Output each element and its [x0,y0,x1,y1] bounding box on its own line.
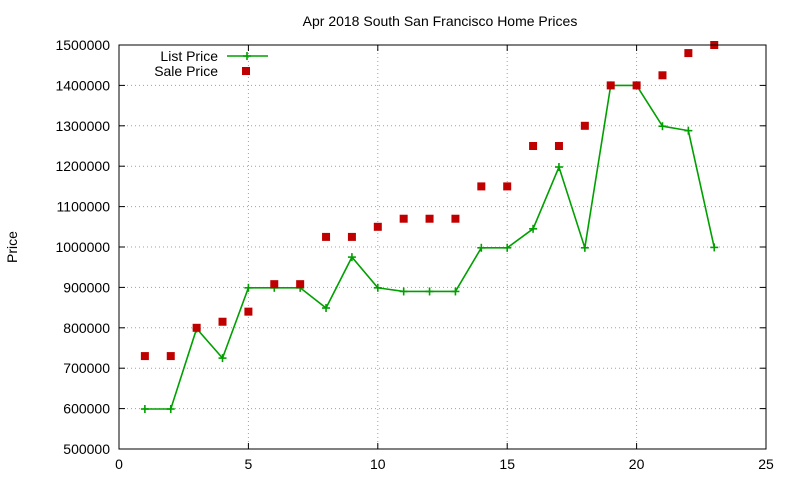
list-price-point [218,354,227,363]
sale-price-point [373,222,382,231]
list-price-point [477,243,486,252]
x-tick-label: 20 [629,456,645,472]
list-price-point [710,243,719,252]
list-price-point [399,287,408,296]
y-tick-label: 1100000 [57,199,111,215]
list-price-point [373,283,382,292]
sale-price-point [347,232,356,241]
sale-price-point [399,214,408,223]
list-price-line [144,84,716,410]
sale-price-point [554,142,563,150]
sale-price-point [632,81,641,90]
x-tick-label: 25 [758,456,774,472]
sale-price-point [140,352,149,361]
sale-price-point [425,214,434,223]
y-axis-label: Price [4,231,20,263]
y-tick-label: 1300000 [55,118,110,134]
sale-price-point [606,81,615,90]
x-tick-label: 15 [499,456,515,472]
sale-price-point [477,182,486,191]
y-tick-label: 800000 [63,320,110,336]
legend-label-sale-price: Sale Price [154,63,218,79]
y-tick-label: 1400000 [55,77,110,93]
list-price-point [166,405,175,414]
sale-price-point [451,214,460,223]
y-tick-label: 1000000 [55,239,110,255]
sale-price-point [166,352,175,361]
legend-swatch-sale-price [242,67,250,75]
sale-price-point [529,142,538,150]
sale-price-point [296,280,305,289]
sale-price-point [244,307,253,316]
list-price-point [347,253,356,262]
list-price-point [658,122,667,131]
x-tick-label: 10 [370,456,386,472]
chart-title: Apr 2018 South San Francisco Home Prices [303,13,578,29]
y-tick-label: 900000 [63,279,110,295]
y-tick-label: 700000 [63,360,110,376]
list-price-point [503,243,512,252]
x-tick-label: 0 [115,456,123,472]
sale-price-point [580,121,589,130]
legend: List Price Sale Price [154,48,268,79]
list-price-point [554,163,563,172]
x-tick-label: 5 [245,456,253,472]
grid [119,45,766,449]
y-tick-label: 500000 [63,441,110,457]
sale-price-point [218,317,227,326]
list-price-point [451,287,460,296]
sale-price-point [270,280,279,289]
list-price-point [140,405,149,414]
sale-price-point [503,182,512,191]
list-price-point [322,304,331,313]
axis-ticks: 0 5 10 15 20 25 500000 600000 700000 800000 900000… [55,37,774,472]
y-tick-label: 1200000 [55,158,110,174]
sale-price-point [192,323,201,332]
y-tick-label: 600000 [63,401,110,417]
plot-area [140,41,719,414]
legend-label-list-price: List Price [160,48,218,64]
list-price-point [580,243,589,252]
list-price-point [529,224,538,233]
sale-price-point [322,232,331,241]
y-tick-label: 1500000 [55,37,110,53]
list-price-point [684,126,693,135]
plot-frame [118,44,767,450]
sale-price-point [658,71,667,80]
sale-price-point [684,49,693,58]
list-price-point [244,283,253,292]
list-price-point [425,287,434,296]
